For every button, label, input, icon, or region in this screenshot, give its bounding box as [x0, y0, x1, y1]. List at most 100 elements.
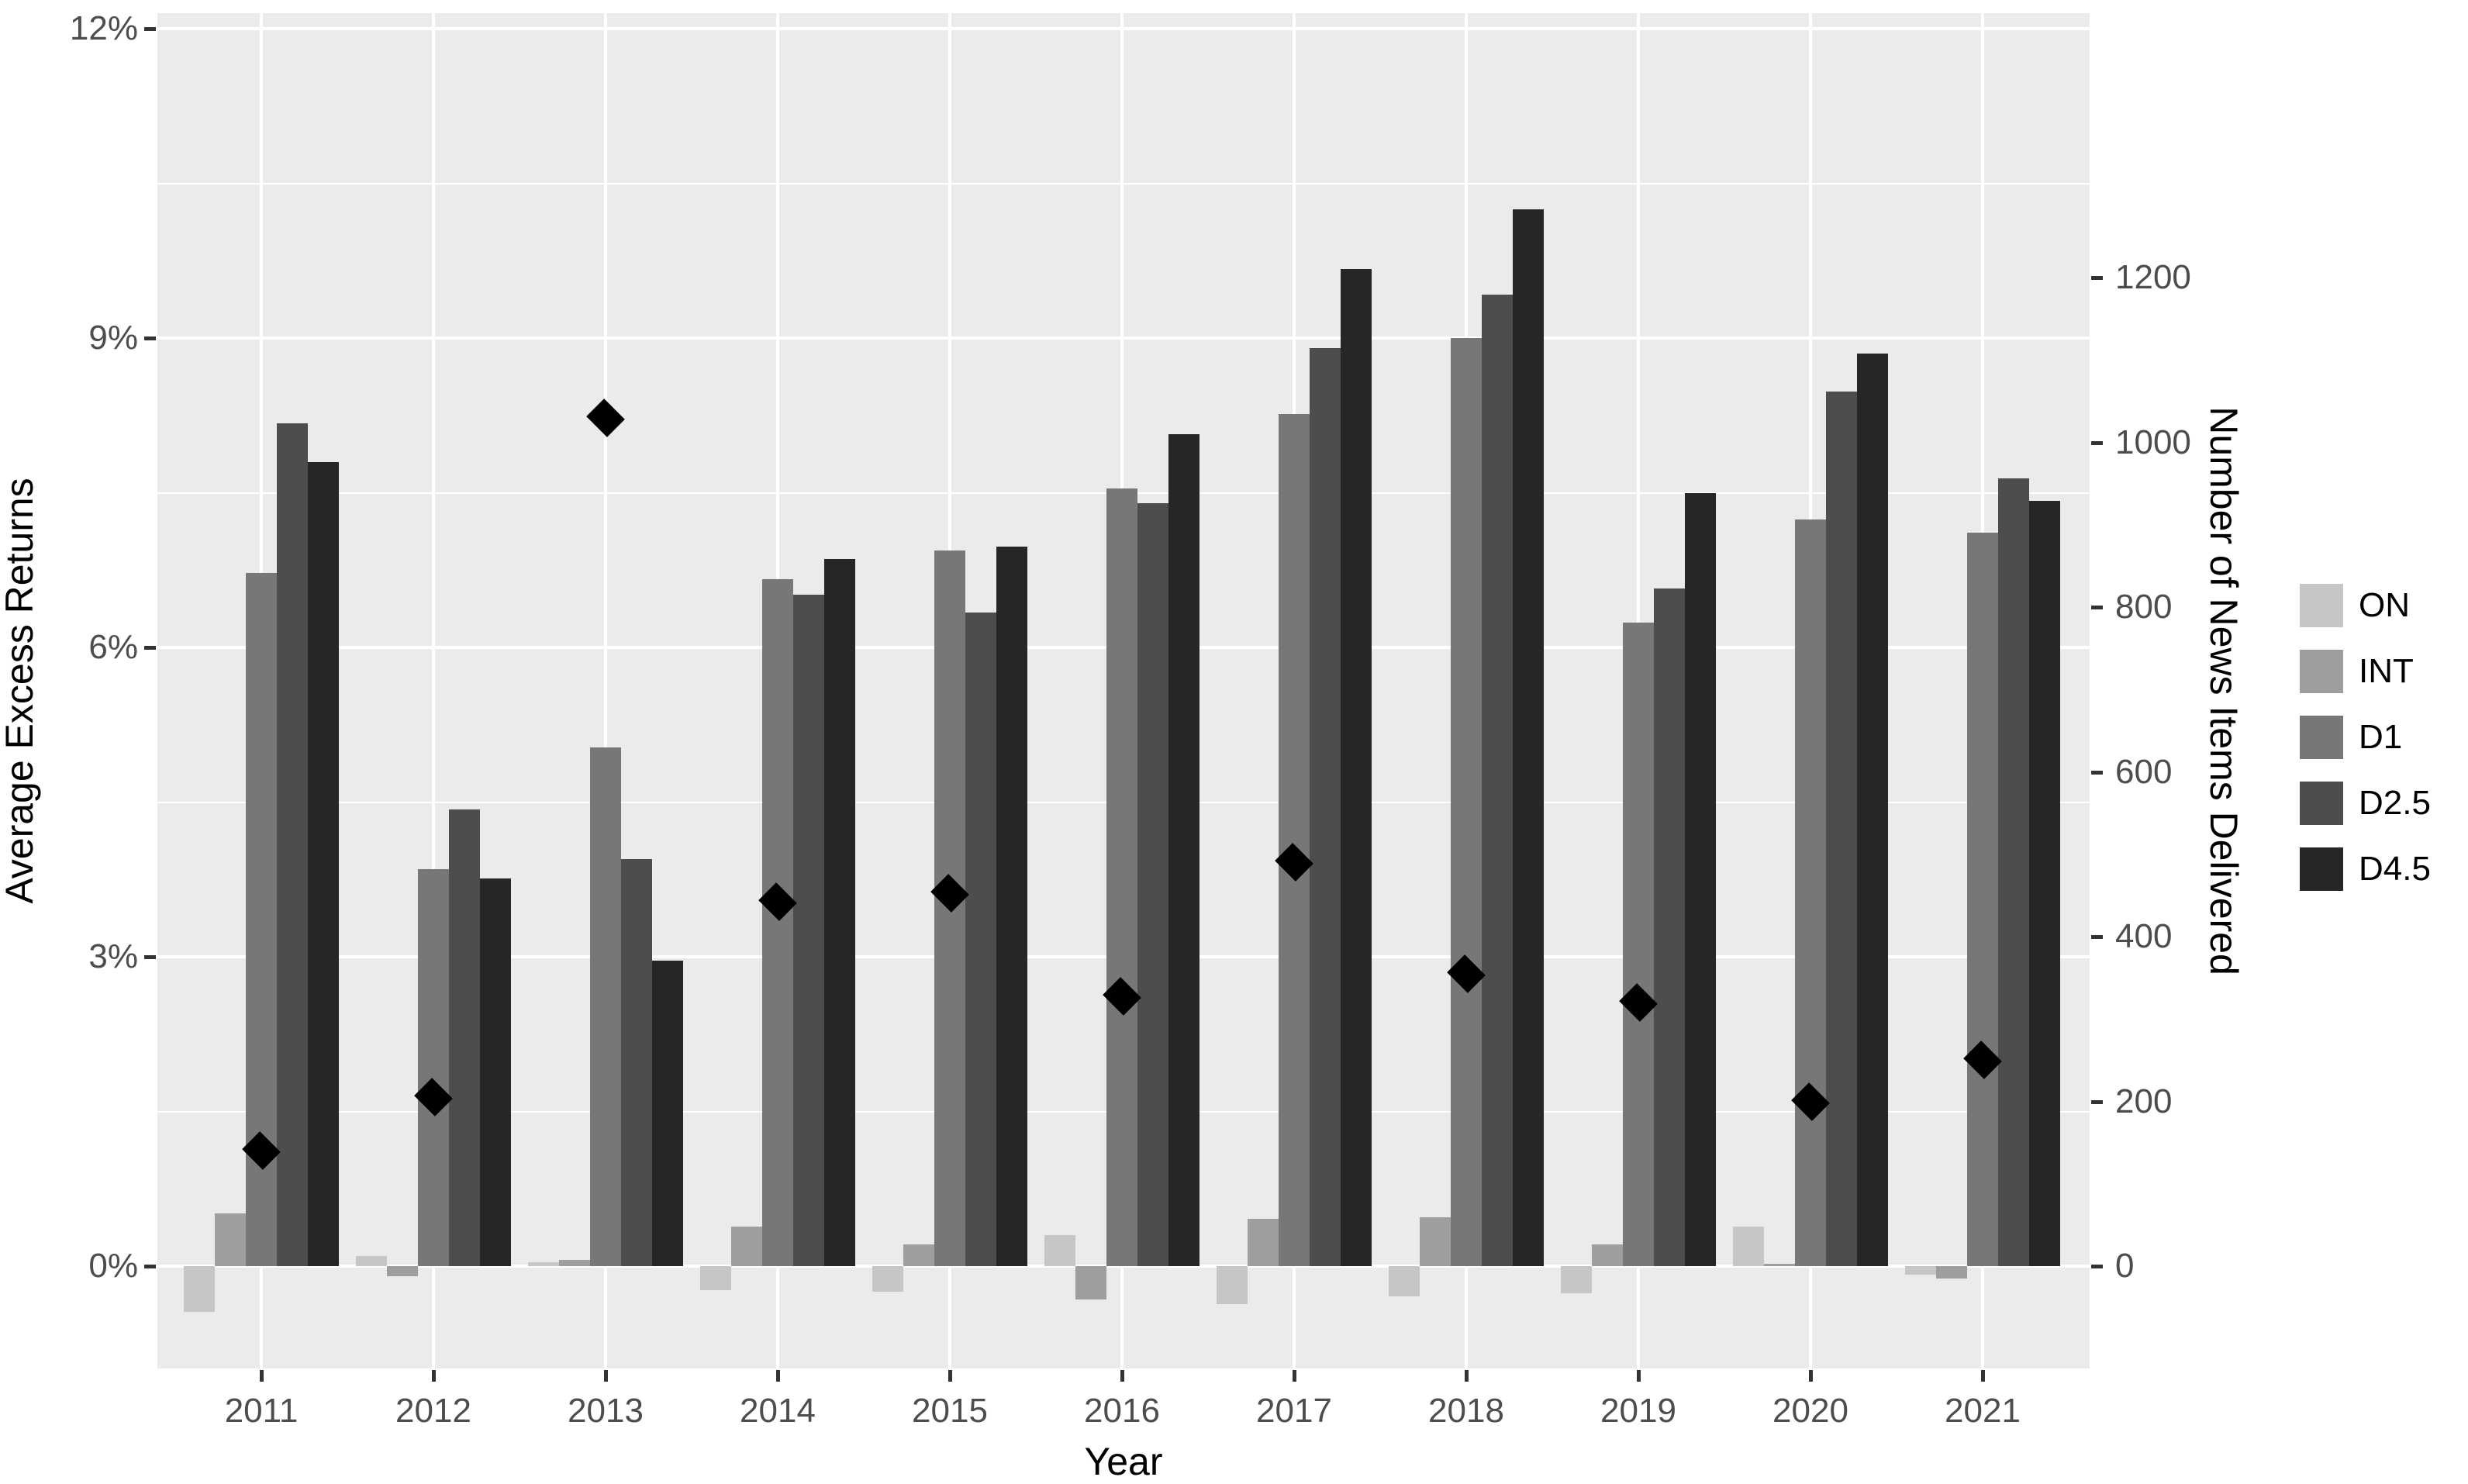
legend-label: D1	[2359, 718, 2403, 756]
x-tick-label-2018: 2018	[1428, 1392, 1504, 1430]
bar-D2.5-2018	[1482, 295, 1513, 1266]
legend-key-swatch-D2.5	[2300, 782, 2343, 825]
bar-D4.5-2018	[1513, 209, 1544, 1266]
x-tick-label-2020: 2020	[1772, 1392, 1848, 1430]
bar-D4.5-2021	[2029, 501, 2060, 1266]
x-tick-mark	[1981, 1370, 1985, 1382]
bar-D1-2017	[1279, 414, 1310, 1266]
x-tick-mark	[1637, 1370, 1641, 1382]
bar-D4.5-2019	[1685, 492, 1716, 1266]
bar-D4.5-2012	[480, 878, 511, 1266]
bar-D2.5-2019	[1654, 588, 1685, 1266]
bar-D1-2014	[762, 579, 793, 1266]
y-left-tick-label: 9%	[88, 319, 138, 357]
legend-key-swatch-D4.5	[2300, 847, 2343, 891]
legend-label: ON	[2359, 586, 2410, 624]
bar-D4.5-2015	[996, 546, 1027, 1266]
legend-key-swatch-ON	[2300, 584, 2343, 627]
x-tick-mark	[604, 1370, 608, 1382]
y-left-tick-mark	[144, 27, 156, 31]
x-tick-mark	[948, 1370, 952, 1382]
y-left-tick-label: 3%	[88, 937, 138, 975]
x-tick-label-2016: 2016	[1084, 1392, 1160, 1430]
bar-D4.5-2013	[652, 961, 683, 1266]
bar-ON-2011	[184, 1266, 215, 1312]
bar-INT-2021	[1936, 1266, 1967, 1279]
legend-label: INT	[2359, 652, 2414, 690]
bar-D1-2012	[418, 868, 449, 1266]
bar-D1-2018	[1451, 338, 1482, 1266]
y-right-tick-mark	[2091, 276, 2103, 281]
bar-D2.5-2015	[965, 612, 996, 1266]
bar-D2.5-2017	[1310, 348, 1341, 1266]
bar-INT-2018	[1420, 1217, 1451, 1266]
gridline-major	[157, 27, 2090, 30]
bar-ON-2013	[528, 1261, 559, 1266]
bar-INT-2013	[559, 1260, 590, 1266]
x-tick-mark	[1465, 1370, 1469, 1382]
y-right-tick-mark	[2091, 606, 2103, 610]
x-tick-mark	[1120, 1370, 1124, 1382]
y-axis-left-title: Average Excess Returns	[0, 478, 41, 904]
bar-ON-2017	[1217, 1266, 1248, 1305]
gridline-major	[157, 336, 2090, 340]
bar-D2.5-2011	[277, 423, 308, 1266]
y-right-tick-label: 600	[2115, 752, 2173, 791]
x-tick-label-2017: 2017	[1256, 1392, 1332, 1430]
bar-D4.5-2020	[1857, 353, 1888, 1266]
bar-ON-2019	[1561, 1266, 1592, 1293]
bar-ON-2020	[1733, 1227, 1764, 1266]
bar-INT-2016	[1075, 1266, 1106, 1299]
bar-D2.5-2014	[793, 595, 824, 1266]
bar-D1-2016	[1106, 488, 1137, 1266]
y-left-tick-mark	[144, 1265, 156, 1268]
y-right-tick-mark	[2091, 935, 2103, 940]
y-right-tick-label: 0	[2115, 1247, 2135, 1285]
y-right-tick-mark	[2091, 440, 2103, 445]
bar-ON-2015	[872, 1266, 903, 1292]
y-axis-right-title: Number of News Items Delivered	[2202, 406, 2245, 975]
legend-key-swatch-INT	[2300, 650, 2343, 693]
legend-key-swatch-D1	[2300, 716, 2343, 759]
x-tick-label-2021: 2021	[1945, 1392, 2021, 1430]
bar-D2.5-2016	[1137, 502, 1168, 1266]
y-right-tick-label: 1200	[2115, 258, 2191, 297]
y-left-tick-mark	[144, 336, 156, 340]
legend-label: D2.5	[2359, 784, 2431, 822]
y-right-tick-label: 800	[2115, 588, 2173, 626]
bar-D2.5-2020	[1826, 392, 1857, 1266]
x-tick-label-2014: 2014	[740, 1392, 816, 1430]
bar-D2.5-2021	[1998, 478, 2029, 1266]
legend-label: D4.5	[2359, 850, 2431, 888]
x-tick-mark	[432, 1370, 436, 1382]
y-left-tick-label: 0%	[88, 1247, 138, 1285]
gridline-minor	[157, 182, 2090, 185]
bar-ON-2021	[1905, 1266, 1936, 1275]
x-tick-mark	[1809, 1370, 1813, 1382]
bar-ON-2016	[1044, 1235, 1075, 1266]
x-tick-label-2019: 2019	[1600, 1392, 1676, 1430]
bar-INT-2020	[1764, 1264, 1795, 1266]
x-axis-title: Year	[1084, 1440, 1163, 1483]
y-right-tick-mark	[2091, 1265, 2103, 1268]
y-right-tick-label: 400	[2115, 917, 2173, 956]
bar-D4.5-2011	[308, 461, 339, 1266]
x-tick-label-2012: 2012	[395, 1392, 471, 1430]
y-right-tick-label: 200	[2115, 1082, 2173, 1120]
bar-ON-2014	[700, 1266, 731, 1290]
bar-ON-2012	[356, 1255, 387, 1266]
bar-D4.5-2014	[824, 558, 855, 1266]
x-tick-label-2011: 2011	[224, 1392, 299, 1430]
bar-INT-2011	[215, 1213, 246, 1266]
gridline-vertical	[432, 13, 435, 1368]
y-left-tick-label: 6%	[88, 628, 138, 666]
gridline-vertical	[604, 13, 607, 1368]
y-left-tick-mark	[144, 955, 156, 959]
x-tick-mark	[260, 1370, 264, 1382]
bar-D4.5-2016	[1168, 433, 1199, 1266]
bar-D1-2013	[590, 747, 621, 1266]
bar-INT-2015	[903, 1244, 934, 1266]
bar-D1-2020	[1795, 519, 1826, 1266]
y-right-tick-label: 1000	[2115, 423, 2191, 461]
bar-D1-2021	[1967, 533, 1998, 1266]
